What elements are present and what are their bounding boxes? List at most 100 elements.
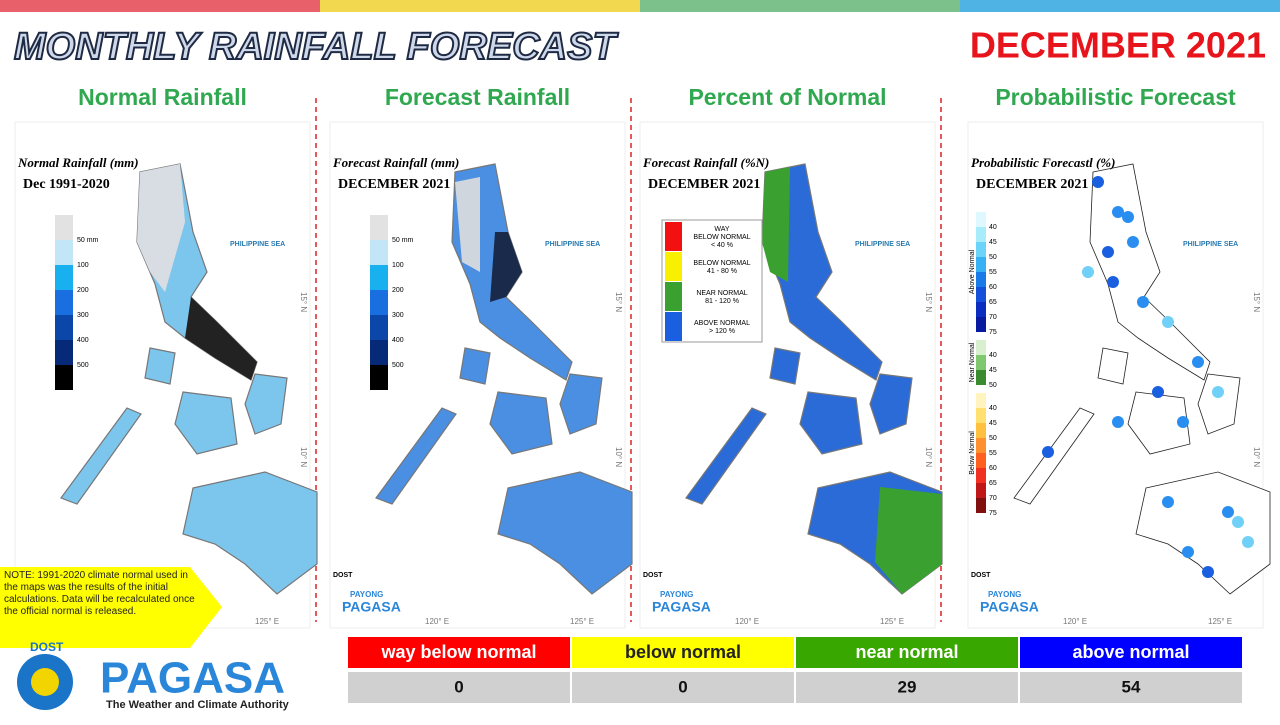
legend-group: Above Normal [969, 249, 976, 294]
lon-label: 125° E [880, 617, 904, 626]
legend-label: ABOVE NORMAL [694, 320, 750, 327]
map-title: Normal Rainfall (mm) [17, 155, 139, 170]
legend-swatch [976, 227, 986, 242]
station-dot [1182, 546, 1194, 558]
legend-label: 81 - 120 % [705, 298, 739, 305]
legend-label: 60 [989, 284, 997, 291]
station-dot [1202, 566, 1214, 578]
brand: PAGASA [652, 599, 711, 615]
wet-area [490, 232, 522, 302]
panel-heading: Normal Rainfall [78, 84, 247, 110]
logo: DOST PAGASA The Weather and Climate Auth… [17, 640, 290, 711]
lat-label: 10° N [614, 447, 623, 467]
map-subtitle: Dec 1991-2020 [23, 177, 110, 192]
map-subtitle: DECEMBER 2021 [976, 177, 1088, 192]
lat-label: 15° N [614, 292, 623, 312]
station-dot [1082, 266, 1094, 278]
legend-label: 500 [392, 362, 404, 369]
legend-label: 55 [989, 269, 997, 276]
station-dot [1192, 356, 1204, 368]
map-title: Probabilistic Forecastl (%) [971, 155, 1115, 170]
brand-top: PAYONG [350, 590, 383, 599]
stripe [320, 0, 640, 12]
table-cell [796, 672, 1018, 703]
station-dot [1137, 296, 1149, 308]
legend-label: 50 [989, 382, 997, 389]
stripe [0, 0, 320, 12]
legend-label: 300 [392, 312, 404, 319]
legend-swatch [976, 355, 986, 370]
lon-label: 120° E [735, 617, 759, 626]
legend-swatch [370, 215, 388, 240]
map-panel: Forecast Rainfall (mm) DECEMBER 2021 PHILI… [329, 121, 633, 629]
legend-label: 55 [989, 450, 997, 457]
table-cell [348, 672, 570, 703]
logo-dost: DOST [30, 640, 64, 654]
table-value: 0 [454, 677, 463, 696]
legend-label: 40 [989, 352, 997, 359]
dry-area [455, 177, 480, 272]
legend-swatch [976, 317, 986, 332]
map-panel: Normal Rainfall (mm) Dec 1991-2020 PHILIPP… [14, 121, 318, 629]
sea-label: PHILIPPINE SEA [545, 241, 600, 248]
table-header: below normal [625, 642, 741, 662]
table-header-cell [348, 637, 570, 668]
map-subtitle: DECEMBER 2021 [648, 177, 760, 192]
map-title: Forecast Rainfall (mm) [332, 155, 459, 170]
legend-label: 200 [77, 287, 89, 294]
legend-swatch [976, 340, 986, 355]
title: MONTHLY RAINFALL FORECAST [14, 26, 618, 68]
brand-dost: DOST [643, 572, 663, 579]
map-subtitle: DECEMBER 2021 [338, 177, 450, 192]
legend-label: 300 [77, 312, 89, 319]
legend-label: 500 [77, 362, 89, 369]
panel-heading: Percent of Normal [688, 84, 886, 110]
station-dot [1112, 416, 1124, 428]
legend-swatch [55, 265, 73, 290]
brand-top: PAYONG [660, 590, 693, 599]
legend-label: NEAR NORMAL [696, 290, 747, 297]
logo-name: PAGASA [100, 654, 285, 703]
station-dot [1232, 516, 1244, 528]
legend-label: 40 [989, 405, 997, 412]
dry-area [137, 164, 185, 292]
legend-label: 65 [989, 299, 997, 306]
brand-top: PAYONG [988, 590, 1021, 599]
table-header-cell [796, 637, 1018, 668]
note: NOTE: 1991-2020 climate normal used in t… [0, 567, 222, 648]
wet-area [185, 297, 257, 380]
legend-label: 100 [77, 262, 89, 269]
station-dot [1177, 416, 1189, 428]
lon-label: 125° E [570, 617, 594, 626]
legend-label: 75 [989, 329, 997, 336]
legend-label: 50 mm [77, 237, 99, 244]
panel-heading: Probabilistic Forecast [995, 84, 1236, 110]
legend-swatch [55, 215, 73, 240]
legend-label: 45 [989, 239, 997, 246]
lat-label: 10° N [924, 447, 933, 467]
legend-swatch [976, 423, 986, 438]
table-header: above normal [1072, 642, 1189, 662]
legend-swatch [370, 290, 388, 315]
map-title: Forecast Rainfall (%N) [642, 155, 769, 170]
legend-label: 75 [989, 510, 997, 517]
lat-label: 15° N [924, 292, 933, 312]
station-dot [1242, 536, 1254, 548]
brand-dost: DOST [971, 572, 991, 579]
brand: PAGASA [980, 599, 1039, 615]
legend-swatch [55, 290, 73, 315]
legend-swatch [370, 240, 388, 265]
legend-swatch [976, 498, 986, 513]
legend-label: < 40 % [711, 242, 733, 249]
legend-swatch [55, 315, 73, 340]
legend-swatch [976, 483, 986, 498]
lon-label: 120° E [425, 617, 449, 626]
lat-label: 10° N [1252, 447, 1261, 467]
legend-label: 400 [392, 337, 404, 344]
station-dot [1092, 176, 1104, 188]
legend-label: 40 [989, 224, 997, 231]
table-header-cell [572, 637, 794, 668]
legend-swatch [55, 240, 73, 265]
sea-label: PHILIPPINE SEA [1183, 241, 1238, 248]
